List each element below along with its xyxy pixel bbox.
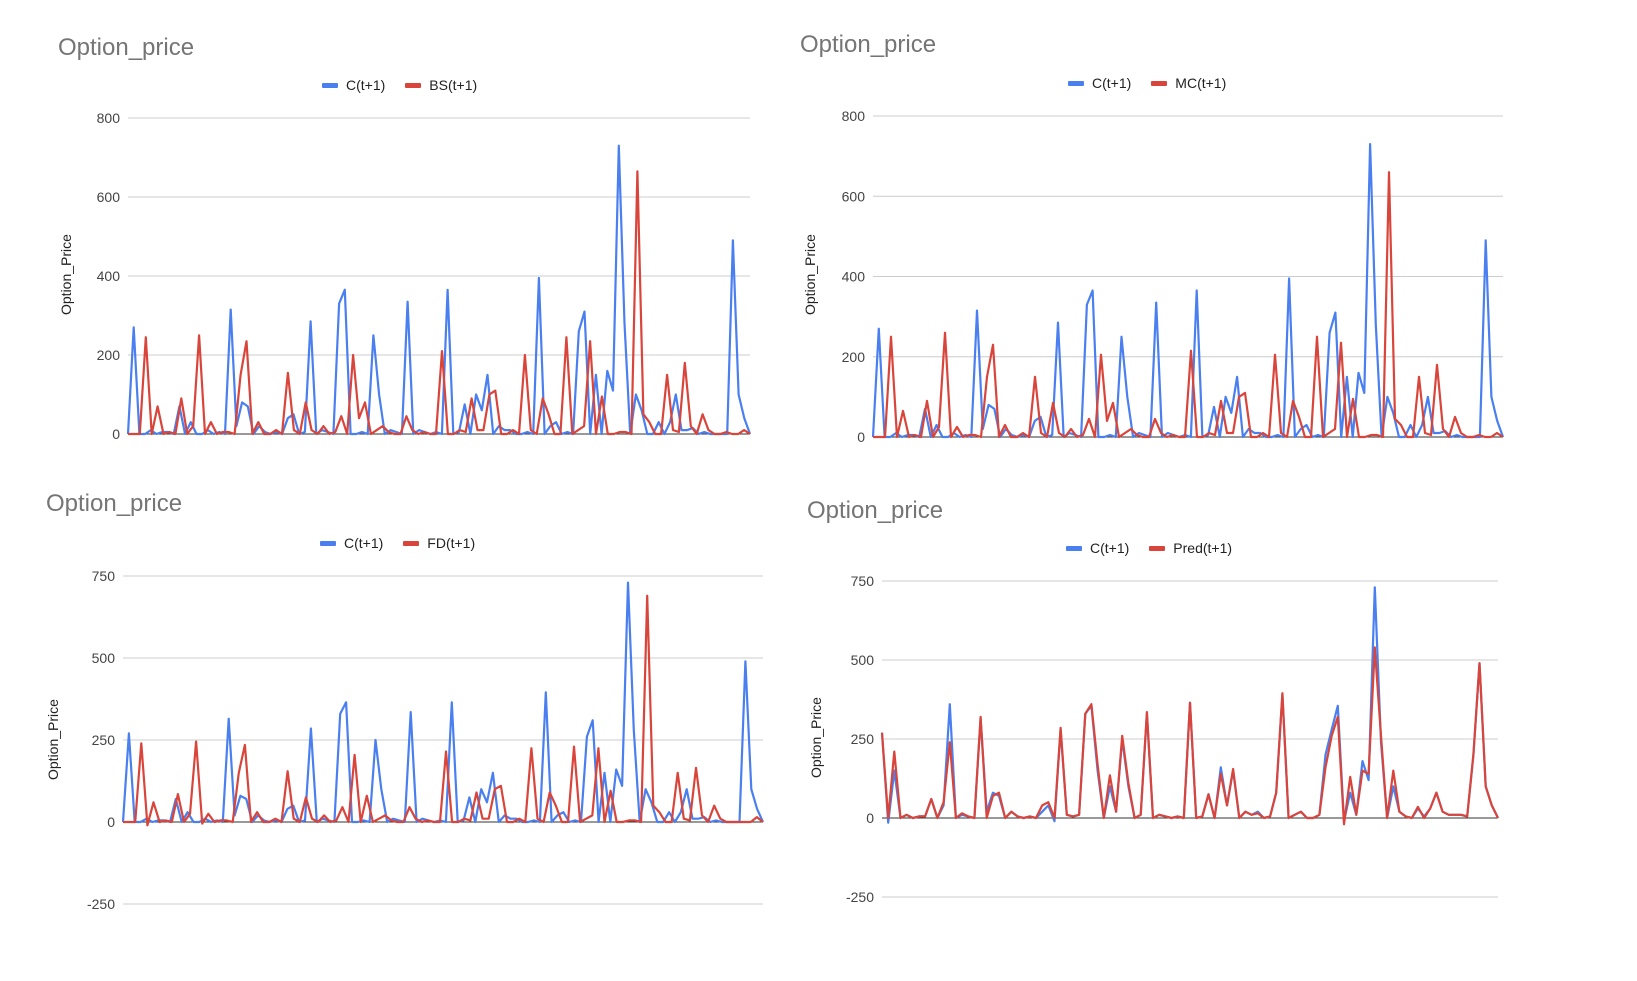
series-line (871, 143, 1505, 439)
legend-swatch (1149, 545, 1166, 551)
legend-swatch (1068, 80, 1084, 86)
y-tick-label: 600 (842, 188, 866, 204)
y-tick-label: 750 (851, 573, 875, 589)
y-tick-label: 400 (97, 268, 121, 284)
chart-legend: C(t+1) MC(t+1) (1068, 75, 1226, 91)
legend-item: BS(t+1) (405, 77, 477, 93)
plot-area: 750 500 250 0 -250 (846, 573, 1499, 905)
plot-area: 800 600 400 200 0 (842, 108, 1505, 445)
legend-item: C(t+1) (320, 535, 383, 551)
legend-swatch (405, 82, 422, 88)
legend-label: Pred(t+1) (1173, 540, 1233, 556)
chart-panel-3: Option_price C(t+1) FD(t+1) Option_Price… (0, 478, 800, 968)
legend-label: C(t+1) (1090, 540, 1130, 556)
legend-label: BS(t+1) (429, 77, 478, 93)
y-tick-label: 250 (92, 732, 116, 748)
y-tick-label: -250 (846, 889, 874, 905)
chart-panel-4: Option_price C(t+1) Pred(t+1) Option_Pri… (800, 478, 1637, 968)
plot-area: 750 500 250 0 -250 (87, 568, 765, 912)
legend-swatch (322, 82, 338, 88)
legend-label: C(t+1) (346, 77, 386, 93)
plot-area: 800 600 400 200 0 (97, 110, 752, 442)
legend-swatch (320, 540, 336, 546)
legend-swatch (403, 540, 420, 546)
y-tick-label: 500 (851, 652, 875, 668)
series-line (128, 170, 751, 436)
legend-item: MC(t+1) (1151, 75, 1226, 91)
y-tick-label: 250 (851, 731, 875, 747)
y-tick-label: 400 (842, 269, 866, 285)
legend-item: C(t+1) (322, 77, 385, 93)
chart-panel-1: Option_price C(t+1) BS(t+1) Option_Price… (0, 0, 800, 470)
y-tick-label: 0 (866, 810, 874, 826)
y-tick-label: 600 (97, 189, 121, 205)
y-tick-label: 750 (92, 568, 116, 584)
chart-legend: C(t+1) FD(t+1) (320, 535, 475, 551)
legend-label: FD(t+1) (427, 535, 476, 551)
chart-panel-2: Option_price C(t+1) MC(t+1) Option_Price… (800, 0, 1637, 470)
legend-label: C(t+1) (1092, 75, 1132, 91)
legend-swatch (1066, 545, 1082, 551)
chart-legend: C(t+1) BS(t+1) (322, 77, 477, 93)
chart-legend: C(t+1) Pred(t+1) (1066, 540, 1232, 556)
series-line (126, 144, 752, 436)
y-tick-label: 200 (842, 349, 866, 365)
legend-item: C(t+1) (1068, 75, 1131, 91)
chart-title: Option_price (46, 490, 183, 517)
y-tick-label: -250 (87, 896, 115, 912)
legend-label: MC(t+1) (1175, 75, 1227, 91)
series-line (873, 171, 1504, 439)
y-tick-label: 800 (842, 108, 866, 124)
series-line (880, 646, 1499, 826)
y-tick-label: 500 (92, 650, 116, 666)
legend-item: C(t+1) (1066, 540, 1129, 556)
y-tick-label: 200 (97, 347, 121, 363)
legend-item: Pred(t+1) (1149, 540, 1232, 556)
chart-title: Option_price (800, 31, 937, 58)
y-tick-label: 0 (107, 814, 115, 830)
y-tick-label: 0 (857, 429, 865, 445)
y-tick-label: 800 (97, 110, 121, 126)
chart-title: Option_price (58, 34, 195, 61)
series-line (123, 594, 764, 827)
chart-title: Option_price (807, 497, 944, 524)
legend-swatch (1151, 80, 1168, 86)
y-tick-label: 0 (112, 426, 120, 442)
legend-item: FD(t+1) (403, 535, 475, 551)
series-line (121, 581, 765, 824)
legend-label: C(t+1) (344, 535, 384, 551)
